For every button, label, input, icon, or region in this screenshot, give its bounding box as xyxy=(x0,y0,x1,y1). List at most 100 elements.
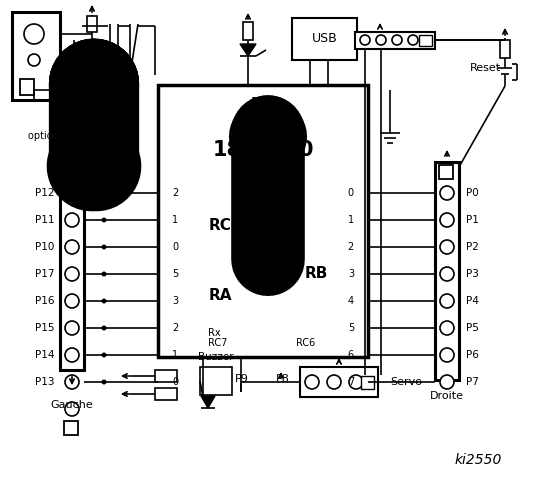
Circle shape xyxy=(440,213,454,227)
Text: P4: P4 xyxy=(466,296,479,306)
Text: 2: 2 xyxy=(172,188,178,198)
Text: P16: P16 xyxy=(34,296,54,306)
Bar xyxy=(292,18,357,60)
Text: 0: 0 xyxy=(348,188,354,198)
Circle shape xyxy=(24,24,44,44)
Circle shape xyxy=(392,35,402,45)
Bar xyxy=(155,370,177,382)
Text: 5: 5 xyxy=(172,269,178,279)
Circle shape xyxy=(65,375,79,389)
Text: RA: RA xyxy=(208,288,232,302)
Text: USB: USB xyxy=(312,33,337,46)
Circle shape xyxy=(102,380,107,384)
Text: 4: 4 xyxy=(348,296,354,306)
Text: Reset: Reset xyxy=(470,63,501,73)
Circle shape xyxy=(65,240,79,254)
Text: P7: P7 xyxy=(466,377,479,387)
Bar xyxy=(64,421,78,435)
Text: P5: P5 xyxy=(466,323,479,333)
Text: P6: P6 xyxy=(466,350,479,360)
Circle shape xyxy=(65,213,79,227)
Circle shape xyxy=(65,267,79,281)
Circle shape xyxy=(440,186,454,200)
Text: option 8x22k: option 8x22k xyxy=(28,131,92,141)
Text: P12: P12 xyxy=(34,188,54,198)
Circle shape xyxy=(440,240,454,254)
Bar xyxy=(155,388,177,400)
Text: 18F2550: 18F2550 xyxy=(212,140,314,160)
Text: Servo: Servo xyxy=(390,377,422,387)
Polygon shape xyxy=(66,52,82,68)
Bar xyxy=(200,367,232,395)
Text: 5: 5 xyxy=(348,323,354,333)
Text: RC7: RC7 xyxy=(208,338,227,348)
Text: 7: 7 xyxy=(348,377,354,387)
Circle shape xyxy=(102,325,107,331)
Bar xyxy=(500,40,510,58)
Text: ki2550: ki2550 xyxy=(455,453,502,467)
Text: 0: 0 xyxy=(172,377,178,387)
Text: P0: P0 xyxy=(466,188,479,198)
Circle shape xyxy=(440,321,454,335)
Circle shape xyxy=(349,375,363,389)
Circle shape xyxy=(102,217,107,223)
Bar xyxy=(361,376,374,389)
Bar xyxy=(87,16,97,32)
Bar xyxy=(435,162,459,380)
Bar xyxy=(60,145,84,370)
Circle shape xyxy=(440,348,454,362)
Text: P11: P11 xyxy=(34,215,54,225)
Text: 2: 2 xyxy=(172,323,178,333)
Polygon shape xyxy=(240,44,256,56)
Text: P2: P2 xyxy=(466,242,479,252)
Circle shape xyxy=(440,267,454,281)
Text: 0: 0 xyxy=(172,242,178,252)
Text: Droite: Droite xyxy=(430,391,464,401)
Text: Rx: Rx xyxy=(208,328,221,338)
Circle shape xyxy=(408,35,418,45)
Circle shape xyxy=(102,244,107,250)
Circle shape xyxy=(440,294,454,308)
Text: RA4: RA4 xyxy=(251,96,275,109)
Circle shape xyxy=(376,35,386,45)
Polygon shape xyxy=(201,396,215,408)
Text: P14: P14 xyxy=(34,350,54,360)
Circle shape xyxy=(102,272,107,276)
Circle shape xyxy=(327,375,341,389)
Bar xyxy=(419,35,432,46)
Text: 1: 1 xyxy=(172,215,178,225)
Text: P10: P10 xyxy=(35,242,54,252)
Circle shape xyxy=(102,352,107,358)
Circle shape xyxy=(305,375,319,389)
Circle shape xyxy=(440,375,454,389)
Text: RC6: RC6 xyxy=(296,338,315,348)
Bar xyxy=(12,12,60,100)
Bar xyxy=(439,165,453,179)
Text: P15: P15 xyxy=(34,323,54,333)
Text: P17: P17 xyxy=(34,269,54,279)
Text: 1: 1 xyxy=(172,350,178,360)
Text: 2: 2 xyxy=(348,242,354,252)
Bar xyxy=(158,85,368,357)
Text: Gauche: Gauche xyxy=(51,400,93,410)
Circle shape xyxy=(65,294,79,308)
Text: P9: P9 xyxy=(235,374,249,384)
Bar xyxy=(355,32,435,49)
Circle shape xyxy=(65,402,79,416)
Circle shape xyxy=(360,35,370,45)
Text: Buzzer: Buzzer xyxy=(198,352,234,362)
Text: RC: RC xyxy=(208,217,232,232)
Text: P3: P3 xyxy=(466,269,479,279)
Circle shape xyxy=(28,54,40,66)
Bar xyxy=(300,367,378,397)
Text: 3: 3 xyxy=(172,296,178,306)
Bar xyxy=(125,148,135,166)
Circle shape xyxy=(102,191,107,195)
Circle shape xyxy=(65,321,79,335)
Text: 1: 1 xyxy=(348,215,354,225)
Bar xyxy=(20,79,34,95)
Bar xyxy=(243,22,253,40)
Text: P13: P13 xyxy=(34,377,54,387)
Text: 6: 6 xyxy=(348,350,354,360)
Text: RB: RB xyxy=(304,265,328,280)
